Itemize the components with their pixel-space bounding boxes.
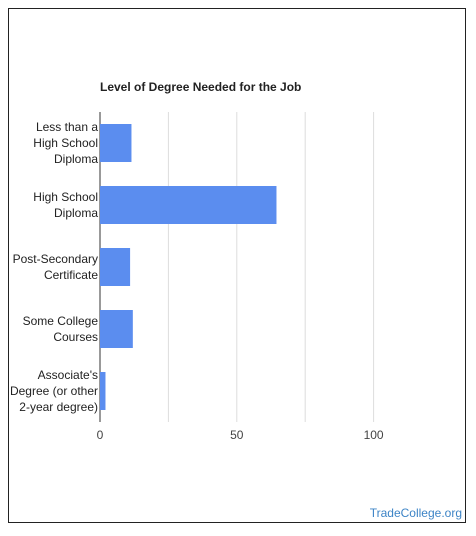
bar-3 [100,310,133,348]
category-label: Less than a High School Diploma [33,120,98,166]
watermark: TradeCollege.org [369,506,462,520]
x-tick-label: 0 [97,428,104,442]
category-label: High School Diploma [33,190,98,220]
bar-4 [100,372,106,410]
x-axis-ticks: 0 50 100 [97,428,384,442]
x-tick-label: 50 [230,428,244,442]
bar-2 [100,248,131,286]
bar-1 [100,186,277,224]
x-tick-label: 100 [364,428,384,442]
category-label: Associate's Degree (or other 2-year degr… [9,368,98,414]
chart-title: Level of Degree Needed for the Job [100,80,302,94]
bar-0 [100,124,132,162]
category-label: Some College Courses [22,314,98,344]
gridlines [99,112,375,422]
bars [100,124,277,410]
category-label: Post-Secondary Certificate [12,252,98,282]
